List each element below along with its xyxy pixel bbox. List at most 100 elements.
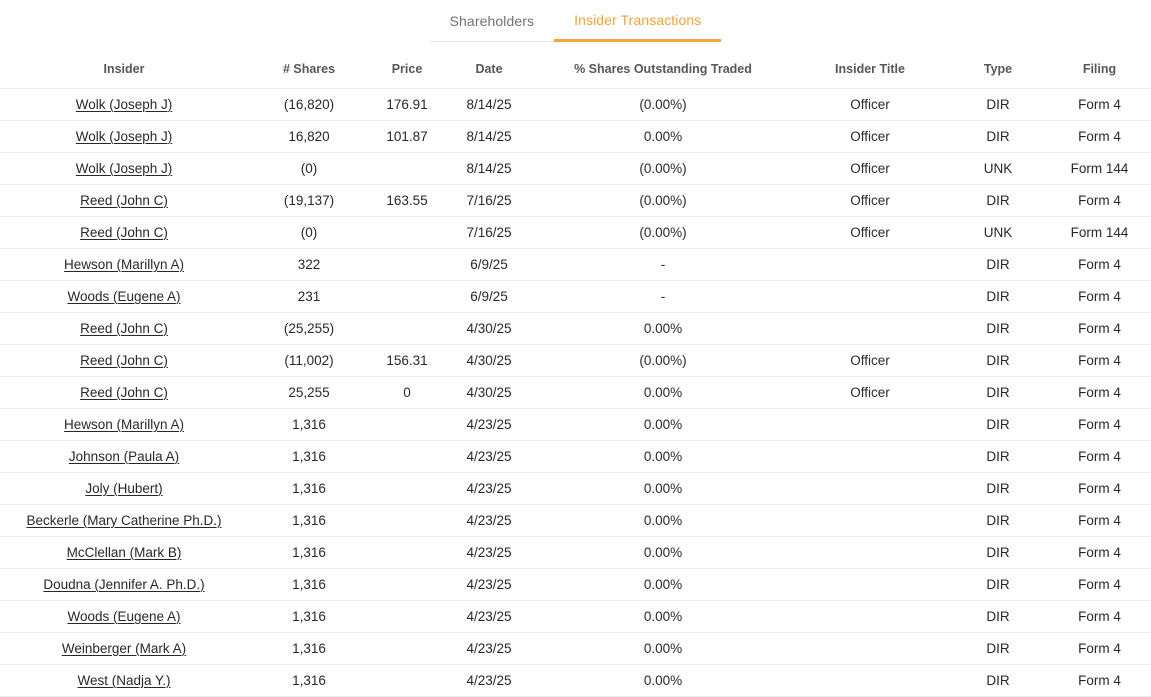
- cell-title: [792, 311, 948, 344]
- cell-shares: (19,137): [248, 183, 370, 216]
- cell-date: 6/9/25: [444, 279, 534, 312]
- insider-link[interactable]: Reed (John C): [80, 384, 168, 400]
- cell-pct: 0.00%: [534, 567, 792, 600]
- insider-link[interactable]: Hewson (Marillyn A): [63, 416, 185, 432]
- cell-filing: Form 144: [1048, 215, 1151, 248]
- insider-link[interactable]: Reed (John C): [80, 352, 168, 368]
- insider-link[interactable]: McClellan (Mark B): [66, 544, 182, 560]
- cell-filing: Form 4: [1048, 247, 1151, 280]
- cell-type: DIR: [948, 599, 1048, 632]
- cell-type: UNK: [948, 215, 1048, 248]
- cell-shares: (25,255): [248, 311, 370, 344]
- cell-shares: 1,316: [248, 663, 370, 697]
- cell-price: [370, 247, 444, 280]
- cell-date: 4/30/25: [444, 343, 534, 376]
- cell-pct: 0.00%: [534, 663, 792, 697]
- cell-pct: 0.00%: [534, 375, 792, 408]
- insider-link[interactable]: Johnson (Paula A): [68, 448, 180, 464]
- insider-link[interactable]: Hewson (Marillyn A): [63, 256, 185, 272]
- cell-type: DIR: [948, 567, 1048, 600]
- table-row: Wolk (Joseph J) 16,820 101.87 8/14/25 0.00% O…: [0, 119, 1151, 152]
- insider-link[interactable]: Reed (John C): [80, 224, 168, 240]
- insider-link[interactable]: Wolk (Joseph J): [75, 128, 173, 144]
- cell-price: [370, 631, 444, 664]
- cell-date: 8/14/25: [444, 87, 534, 120]
- cell-pct: (0.00%): [534, 151, 792, 184]
- cell-title: [792, 471, 948, 504]
- cell-title: Officer: [792, 215, 948, 248]
- insider-link[interactable]: Beckerle (Mary Catherine Ph.D.): [26, 512, 222, 528]
- cell-type: DIR: [948, 375, 1048, 408]
- insider-link[interactable]: Wolk (Joseph J): [75, 96, 173, 112]
- cell-title: [792, 439, 948, 472]
- insider-link[interactable]: Reed (John C): [80, 192, 168, 208]
- insider-link[interactable]: Doudna (Jennifer A. Ph.D.): [43, 576, 205, 592]
- table-row: Reed (John C) (0) 7/16/25 (0.00%) Officer UNK…: [0, 215, 1151, 248]
- cell-price: 101.87: [370, 119, 444, 152]
- tab-shareholders[interactable]: Shareholders: [429, 0, 555, 42]
- table-row: Hewson (Marillyn A) 322 6/9/25- DIR Form 4: [0, 247, 1151, 280]
- table-row: Joly (Hubert) 1,316 4/23/25 0.00% DIR Form 4: [0, 471, 1151, 504]
- table-row: Wolk (Joseph J) (16,820) 176.91 8/14/25 (0.0…: [0, 87, 1151, 120]
- cell-insider: Johnson (Paula A): [0, 439, 248, 472]
- table-row: Reed (John C) (11,002) 156.31 4/30/25 (0.00%…: [0, 343, 1151, 376]
- table-row: Woods (Eugene A) 1,316 4/23/25 0.00% DIR Form…: [0, 599, 1151, 632]
- cell-insider: Wolk (Joseph J): [0, 119, 248, 152]
- insider-link[interactable]: Weinberger (Mark A): [61, 640, 187, 656]
- table-row: Reed (John C) (25,255) 4/30/25 0.00% DIR Form…: [0, 311, 1151, 344]
- cell-filing: Form 4: [1048, 311, 1151, 344]
- cell-insider: Wolk (Joseph J): [0, 87, 248, 120]
- cell-date: 8/14/25: [444, 151, 534, 184]
- cell-filing: Form 4: [1048, 599, 1151, 632]
- column-header-shares: # Shares: [282, 62, 336, 77]
- cell-pct: 0.00%: [534, 119, 792, 152]
- cell-title: [792, 567, 948, 600]
- cell-shares: (16,820): [248, 87, 370, 120]
- cell-pct: (0.00%): [534, 215, 792, 248]
- insider-link[interactable]: Woods (Eugene A): [67, 288, 181, 304]
- table-row: Doudna (Jennifer A. Ph.D.) 1,316 4/23/25 0.…: [0, 567, 1151, 600]
- tab-insider-transactions[interactable]: Insider Transactions: [554, 0, 722, 42]
- table-row: West (Nadja Y.) 1,316 4/23/25 0.00% DIR Form …: [0, 663, 1151, 697]
- cell-title: [792, 407, 948, 440]
- cell-pct: 0.00%: [534, 471, 792, 504]
- cell-date: 4/23/25: [444, 471, 534, 504]
- cell-shares: 231: [248, 279, 370, 312]
- cell-date: 4/23/25: [444, 567, 534, 600]
- insider-link[interactable]: Reed (John C): [80, 320, 168, 336]
- table-row: Wolk (Joseph J) (0) 8/14/25 (0.00%) Officer U…: [0, 151, 1151, 184]
- table-header-row: Insider # Shares Price Date % Shares Out…: [0, 42, 1151, 88]
- cell-filing: Form 4: [1048, 407, 1151, 440]
- insider-link[interactable]: Woods (Eugene A): [67, 608, 181, 624]
- cell-shares: (0): [248, 215, 370, 248]
- cell-title: [792, 247, 948, 280]
- insider-link[interactable]: Joly (Hubert): [85, 480, 163, 496]
- table-row: Johnson (Paula A) 1,316 4/23/25 0.00% DIR For…: [0, 439, 1151, 472]
- cell-insider: Doudna (Jennifer A. Ph.D.): [0, 567, 248, 600]
- column-header-filing: Filing: [1082, 62, 1117, 77]
- cell-insider: McClellan (Mark B): [0, 535, 248, 568]
- cell-type: DIR: [948, 471, 1048, 504]
- cell-filing: Form 4: [1048, 503, 1151, 536]
- cell-filing: Form 4: [1048, 279, 1151, 312]
- cell-filing: Form 4: [1048, 439, 1151, 472]
- cell-filing: Form 4: [1048, 471, 1151, 504]
- column-header-date: Date: [475, 62, 503, 77]
- cell-pct: (0.00%): [534, 183, 792, 216]
- cell-price: [370, 663, 444, 697]
- cell-insider: Reed (John C): [0, 215, 248, 248]
- cell-title: [792, 599, 948, 632]
- cell-insider: Reed (John C): [0, 311, 248, 344]
- insider-link[interactable]: Wolk (Joseph J): [75, 160, 173, 176]
- cell-title: Officer: [792, 375, 948, 408]
- insider-link[interactable]: West (Nadja Y.): [77, 672, 171, 688]
- cell-price: [370, 151, 444, 184]
- cell-price: 163.55: [370, 183, 444, 216]
- cell-date: 7/16/25: [444, 215, 534, 248]
- cell-date: 4/23/25: [444, 407, 534, 440]
- cell-type: DIR: [948, 311, 1048, 344]
- cell-shares: 1,316: [248, 631, 370, 664]
- column-header-price: Price: [391, 62, 423, 77]
- cell-type: DIR: [948, 663, 1048, 697]
